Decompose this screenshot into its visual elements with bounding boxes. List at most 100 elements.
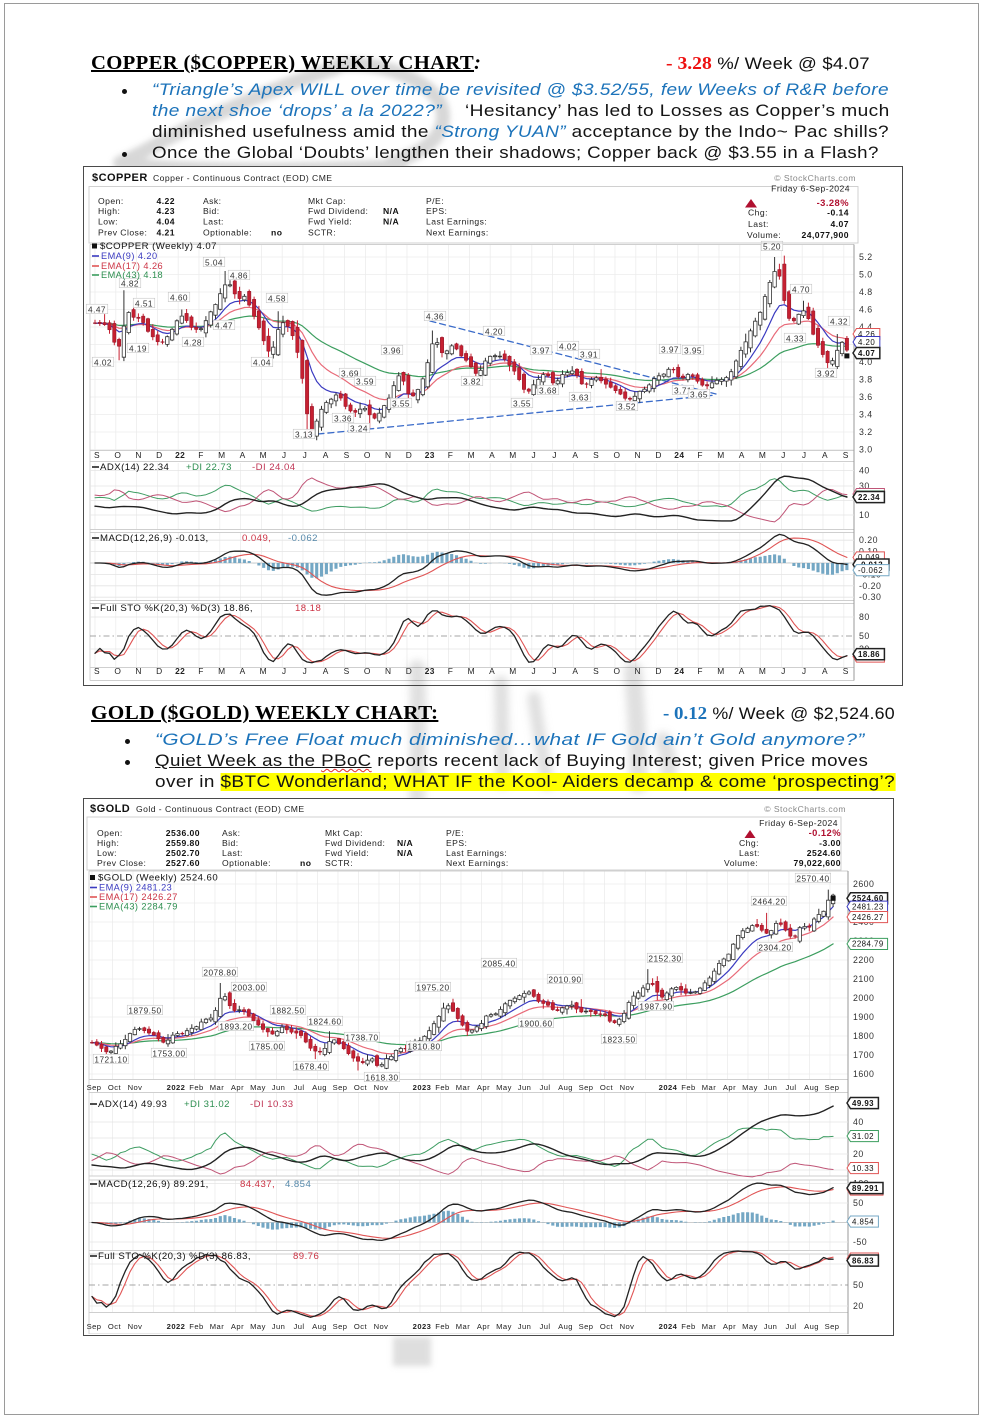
svg-text:Aug: Aug [558,1083,573,1092]
svg-text:2524.60: 2524.60 [807,848,841,858]
svg-text:SCTR:: SCTR: [308,228,336,238]
svg-text:24: 24 [674,450,684,460]
svg-text:4.60: 4.60 [170,293,188,303]
svg-text:S: S [94,666,100,676]
svg-text:4.854: 4.854 [285,1179,311,1190]
svg-text:49.93: 49.93 [852,1099,874,1108]
svg-text:3.63: 3.63 [571,393,589,403]
svg-text:A: A [489,450,495,460]
svg-text:4.6: 4.6 [859,305,873,315]
svg-text:3.52: 3.52 [618,402,636,412]
svg-text:2152.30: 2152.30 [648,954,681,964]
svg-text:Sep: Sep [333,1322,348,1331]
svg-text:Fwd Yield:: Fwd Yield: [325,848,369,858]
svg-text:Bid:: Bid: [222,838,239,848]
svg-text:Mar: Mar [456,1083,470,1092]
svg-text:79,022,600: 79,022,600 [793,858,841,868]
svg-text:1753.00: 1753.00 [152,1049,185,1059]
svg-text:S: S [843,450,849,460]
svg-text:Mkt Cap:: Mkt Cap: [308,196,346,206]
svg-text:3.4: 3.4 [859,410,873,420]
svg-text:Sep: Sep [579,1322,594,1331]
svg-text:1975.20: 1975.20 [416,983,449,993]
svg-text:© StockCharts.com: © StockCharts.com [774,173,856,183]
svg-text:Full STO %K(20,3) %D(3) 86.83,: Full STO %K(20,3) %D(3) 86.83, [98,1251,251,1262]
svg-text:N: N [635,450,642,460]
svg-text:May: May [250,1083,266,1092]
svg-text:Open:: Open: [97,828,123,838]
svg-text:Fwd Yield:: Fwd Yield: [308,217,352,227]
svg-text:Apr: Apr [723,1322,736,1331]
svg-text:Aug: Aug [804,1083,819,1092]
svg-text:1800: 1800 [853,1031,874,1041]
svg-text:4.22: 4.22 [156,196,175,206]
svg-text:M: M [717,666,724,676]
svg-text:31.02: 31.02 [852,1132,874,1141]
svg-text:4.4: 4.4 [859,322,873,332]
svg-text:S: S [843,666,849,676]
svg-text:4.86: 4.86 [230,271,248,281]
svg-text:Jun: Jun [518,1322,532,1331]
svg-text:A: A [822,666,828,676]
svg-text:Sep: Sep [825,1322,840,1331]
svg-text:D: D [156,450,163,460]
svg-text:1900: 1900 [853,1012,874,1022]
svg-text:3.55: 3.55 [513,399,531,409]
svg-text:1900.60: 1900.60 [519,1019,552,1029]
svg-text:Fwd Dividend:: Fwd Dividend: [308,206,368,216]
svg-text:22: 22 [175,666,185,676]
svg-text:Apr: Apr [477,1083,490,1092]
svg-text:Aug: Aug [558,1322,573,1331]
svg-text:Jul: Jul [293,1322,304,1331]
svg-text:Copper - Continuous Contract (: Copper - Continuous Contract (EOD) CME [153,173,332,183]
svg-text:J: J [552,666,557,676]
svg-text:-0.062: -0.062 [858,566,883,575]
svg-text:Nov: Nov [128,1083,143,1092]
svg-text:S: S [344,666,350,676]
svg-text:3.2: 3.2 [859,427,873,437]
svg-text:2200: 2200 [853,955,874,965]
svg-text:J: J [781,666,786,676]
svg-text:2003.00: 2003.00 [232,983,265,993]
svg-text:23: 23 [425,450,435,460]
svg-text:Jun: Jun [272,1083,286,1092]
svg-text:M: M [468,666,475,676]
svg-text:1600: 1600 [853,1069,874,1079]
svg-text:N/A: N/A [383,206,399,216]
svg-text:50: 50 [859,631,870,641]
svg-text:Sep: Sep [579,1083,594,1092]
svg-text:O: O [364,666,371,676]
svg-text:no: no [300,858,311,868]
svg-text:Optionable:: Optionable: [222,858,271,868]
svg-text:D: D [655,666,662,676]
svg-text:Oct: Oct [600,1322,614,1331]
svg-text:3.24: 3.24 [350,424,368,434]
svg-text:2100: 2100 [853,974,874,984]
svg-text:$GOLD (Weekly) 2524.60: $GOLD (Weekly) 2524.60 [98,873,218,884]
svg-text:Feb: Feb [189,1083,203,1092]
svg-text:2426.27: 2426.27 [852,913,884,922]
svg-text:S: S [344,450,350,460]
svg-text:Prev Close:: Prev Close: [98,228,147,238]
svg-text:M: M [509,666,516,676]
svg-text:3.92: 3.92 [817,369,835,379]
svg-text:4.0: 4.0 [859,357,873,367]
svg-text:D: D [406,666,413,676]
svg-text:N/A: N/A [397,838,413,848]
svg-text:2570.40: 2570.40 [796,874,829,884]
svg-text:Feb: Feb [681,1083,695,1092]
svg-text:no: no [271,228,282,238]
svg-text:F: F [198,450,204,460]
svg-text:3.6: 3.6 [859,392,873,402]
svg-text:M: M [759,666,766,676]
svg-text:Last Earnings:: Last Earnings: [446,848,507,858]
svg-text:4.36: 4.36 [426,312,444,322]
svg-text:M: M [509,450,516,460]
svg-text:Mar: Mar [210,1083,224,1092]
svg-text:May: May [250,1322,266,1331]
svg-text:22.34: 22.34 [858,493,880,502]
svg-text:4.70: 4.70 [792,285,810,295]
svg-text:4.58: 4.58 [268,294,286,304]
svg-text:1785.00: 1785.00 [250,1042,283,1052]
svg-text:2022: 2022 [167,1322,186,1331]
